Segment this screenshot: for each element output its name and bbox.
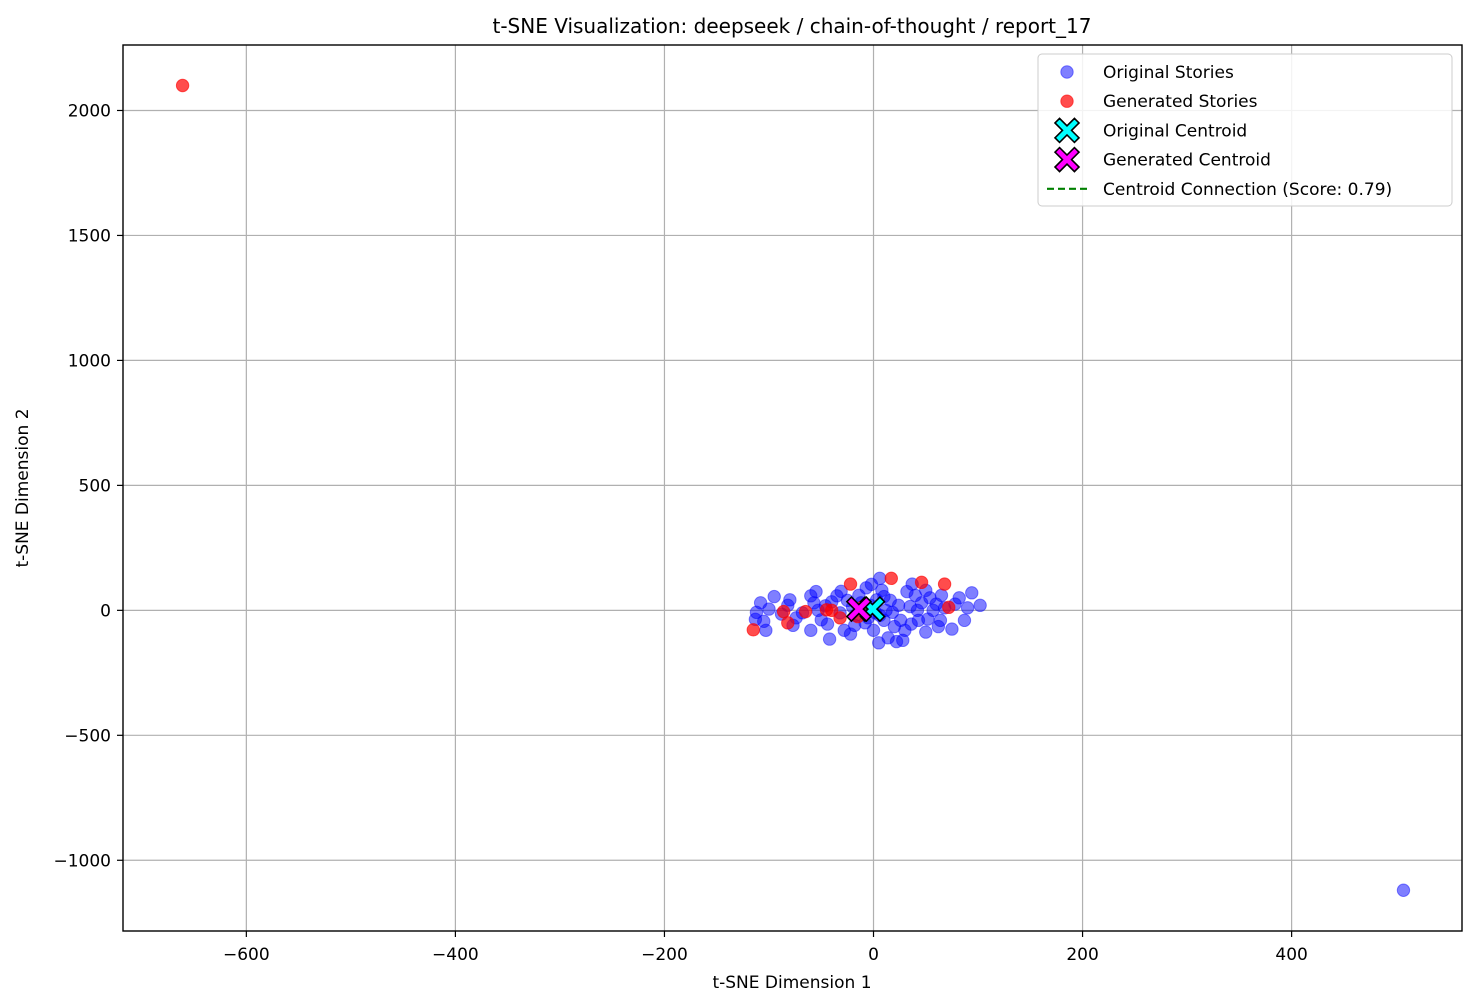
original-story-point [945, 622, 959, 636]
plot-frame [122, 44, 1463, 932]
generated-story-point [843, 577, 858, 591]
legend: Original Stories Generated Stories Origina… [1037, 53, 1453, 207]
generated-centroid-marker [845, 595, 873, 623]
y-tick-label: 1500 [68, 226, 111, 246]
generated-story-point [746, 623, 761, 637]
original-story-point [957, 613, 972, 628]
original-story-point [965, 586, 979, 600]
original-story-point [866, 623, 881, 638]
legend-label: Original Centroid [1103, 121, 1247, 141]
data-points [175, 78, 1411, 897]
x-tick-label: −200 [641, 945, 688, 965]
legend-label: Original Stories [1103, 63, 1234, 83]
original-story-point [767, 589, 781, 604]
legend-label: Generated Stories [1103, 92, 1258, 112]
legend-marker-generated-stories [1060, 94, 1074, 108]
x-axis-label: t-SNE Dimension 1 [712, 973, 871, 993]
x-tick-label: 0 [868, 945, 879, 965]
legend-marker-generated-centroid [1053, 146, 1081, 173]
legend-marker-original-centroid [1053, 117, 1081, 144]
axis-ticks: −600 −400 −200 0 200 400 −1000 −500 0 500 1000 1500… [53, 101, 1307, 965]
original-story-point [934, 588, 949, 603]
generated-story-point [914, 575, 929, 590]
y-tick-label: −1000 [53, 851, 111, 871]
x-tick-label: −400 [432, 945, 479, 965]
original-story-point [960, 601, 975, 615]
original-story-point [783, 593, 797, 607]
y-tick-label: 2000 [68, 101, 111, 121]
generated-story-point [884, 571, 898, 586]
generated-story-point [776, 604, 791, 619]
y-tick-label: 0 [100, 601, 111, 621]
original-story-point [973, 598, 987, 613]
legend-box [1037, 53, 1453, 207]
original-story-point [952, 591, 966, 605]
y-tick-label: 1000 [68, 351, 111, 371]
x-tick-label: 200 [1066, 945, 1098, 965]
original-story-point [820, 617, 835, 631]
original-story-point [1396, 883, 1411, 897]
legend-marker-original-stories [1060, 65, 1074, 79]
original-story-point [762, 602, 776, 616]
x-tick-label: 400 [1275, 945, 1307, 965]
y-axis-label: t-SNE Dimension 2 [13, 408, 33, 567]
original-story-point [834, 584, 848, 599]
generated-story-point [175, 78, 190, 93]
original-story-point [891, 598, 906, 613]
generated-story-point [824, 603, 839, 618]
original-story-point [873, 571, 887, 586]
original-story-point [822, 632, 837, 646]
generated-story-point [833, 611, 847, 625]
generated-story-point [942, 600, 956, 615]
original-story-point [759, 623, 773, 638]
x-tick-label: −600 [223, 945, 270, 965]
original-story-point [804, 623, 818, 638]
y-tick-label: 500 [79, 476, 111, 496]
original-story-point [933, 613, 948, 628]
generated-story-point [781, 616, 795, 630]
legend-label: Generated Centroid [1103, 151, 1271, 171]
y-tick-label: −500 [64, 726, 111, 746]
generated-story-point [937, 577, 952, 591]
legend-label: Centroid Connection (Score: 0.79) [1103, 180, 1392, 200]
original-story-point [919, 625, 933, 639]
original-story-point [809, 584, 823, 599]
chart-title: t-SNE Visualization: deepseek / chain-of… [493, 14, 1092, 38]
generated-story-point [798, 604, 813, 619]
